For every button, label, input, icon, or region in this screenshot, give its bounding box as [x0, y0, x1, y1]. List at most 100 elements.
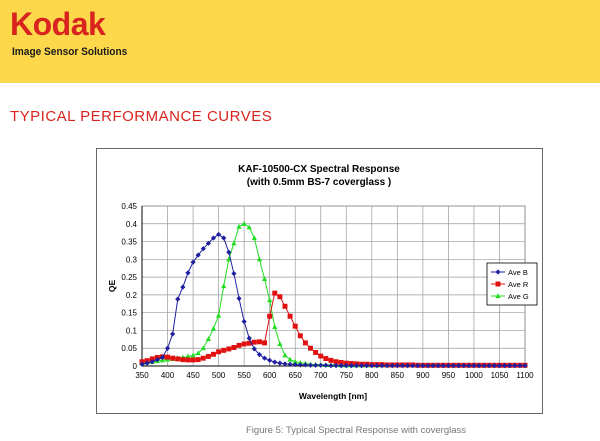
- legend-label-ave-r: Ave R: [508, 280, 529, 289]
- x-axis-label: Wavelength [nm]: [299, 391, 367, 401]
- data-point-ave-r: [231, 345, 237, 350]
- data-point-ave-g: [261, 276, 268, 281]
- data-point-ave-r: [277, 294, 283, 300]
- data-point-ave-r: [308, 345, 313, 351]
- data-point-ave-b: [445, 363, 451, 369]
- chart-subtitle: (with 0.5mm BS-7 coverglass ): [247, 177, 392, 188]
- data-point-ave-b: [364, 363, 370, 369]
- data-point-ave-b: [517, 363, 523, 369]
- chart-container: 350 400 450 500 550 600 650 700 750 800 850 900 950 1…: [96, 148, 543, 414]
- data-point-ave-r: [251, 339, 257, 345]
- data-point-ave-r: [165, 354, 171, 360]
- y-axis-label: QE: [107, 280, 117, 293]
- data-point-ave-r: [323, 356, 329, 362]
- data-point-ave-r: [338, 359, 344, 365]
- data-point-ave-r: [256, 339, 262, 345]
- data-point-ave-r: [246, 340, 252, 346]
- data-point-ave-g: [205, 336, 211, 342]
- data-point-ave-g: [272, 324, 278, 329]
- data-point-ave-b: [164, 345, 171, 351]
- data-point-ave-r: [195, 357, 201, 363]
- data-point-ave-r: [149, 356, 155, 362]
- data-point-ave-r: [175, 356, 181, 362]
- legend-marker-ave-r: [495, 281, 501, 287]
- data-point-ave-b: [246, 335, 252, 341]
- data-point-ave-r: [302, 340, 308, 346]
- x-tick-label: 1000: [465, 371, 483, 380]
- data-point-ave-r: [185, 357, 191, 363]
- header-band: Kodak Image Sensor Solutions: [0, 0, 600, 83]
- y-tick-label: 0: [133, 362, 138, 371]
- data-point-ave-g: [231, 240, 237, 246]
- data-point-ave-b: [195, 252, 201, 258]
- section-title: TYPICAL PERFORMANCE CURVES: [10, 108, 273, 125]
- data-point-ave-r: [216, 349, 222, 355]
- tagline: Image Sensor Solutions: [12, 46, 128, 58]
- data-point-ave-r: [292, 323, 298, 329]
- x-tick-label: 650: [289, 371, 303, 380]
- data-point-ave-g: [226, 256, 232, 262]
- data-point-ave-r: [282, 303, 288, 309]
- x-tick-label: 1050: [491, 371, 509, 380]
- x-tick-label: 700: [314, 371, 328, 380]
- data-point-ave-r: [262, 340, 268, 346]
- data-point-ave-b: [404, 363, 411, 369]
- data-point-ave-g: [190, 352, 196, 358]
- y-tick-label: 0.3: [126, 255, 138, 264]
- x-tick-label: 900: [416, 371, 430, 380]
- x-tick-label: 950: [442, 371, 456, 380]
- data-point-ave-b: [205, 240, 211, 246]
- kodak-logo: Kodak: [10, 6, 106, 42]
- data-point-ave-b: [139, 361, 145, 367]
- data-point-ave-g: [277, 341, 283, 347]
- legend-marker-ave-b: [495, 269, 501, 275]
- data-point-ave-g: [241, 220, 247, 226]
- y-tick-label: 0.05: [121, 344, 137, 353]
- data-point-ave-r: [190, 357, 196, 363]
- plot-area: [141, 205, 526, 367]
- data-point-ave-r: [333, 359, 339, 365]
- x-tick-label: 850: [391, 371, 405, 380]
- data-point-ave-g: [251, 235, 257, 241]
- data-point-ave-g: [216, 312, 222, 318]
- y-tick-label: 0.15: [121, 309, 137, 318]
- data-point-ave-r: [170, 355, 176, 361]
- data-point-ave-g: [287, 356, 293, 362]
- y-tick-label: 0.4: [126, 220, 138, 229]
- data-point-ave-r: [226, 346, 232, 352]
- x-tick-label: 550: [237, 371, 251, 380]
- data-point-ave-g: [195, 350, 201, 356]
- data-point-ave-b: [420, 363, 426, 369]
- data-point-ave-b: [476, 363, 482, 369]
- legend-label-ave-g: Ave G: [508, 292, 529, 301]
- data-point-ave-b: [241, 318, 247, 325]
- data-point-ave-r: [328, 357, 334, 363]
- chart-title: KAF-10500-CX Spectral Response: [238, 164, 400, 175]
- x-tick-label: 750: [340, 371, 354, 380]
- data-point-ave-r: [272, 290, 278, 296]
- data-point-ave-g: [185, 353, 191, 359]
- data-point-ave-r: [221, 347, 227, 353]
- x-tick-label: 1100: [516, 371, 534, 380]
- data-point-ave-r: [267, 313, 273, 319]
- data-point-ave-b: [486, 363, 492, 369]
- data-point-ave-r: [241, 341, 247, 347]
- data-point-ave-b: [501, 363, 508, 369]
- data-point-ave-g: [246, 224, 252, 230]
- data-point-ave-r: [318, 353, 324, 359]
- data-point-ave-r: [205, 353, 211, 359]
- data-point-ave-g: [256, 256, 263, 262]
- y-tick-label: 0.45: [121, 202, 137, 211]
- data-point-ave-r: [297, 333, 303, 339]
- x-tick-label: 800: [365, 371, 379, 380]
- data-point-ave-b: [512, 363, 518, 369]
- x-tick-label: 350: [135, 371, 149, 380]
- data-point-ave-b: [379, 363, 385, 369]
- data-point-ave-g: [210, 325, 217, 331]
- data-point-ave-b: [221, 235, 227, 241]
- data-point-ave-r: [211, 351, 216, 357]
- x-tick-label: 400: [161, 371, 175, 380]
- y-tick-label: 0.35: [121, 238, 137, 247]
- data-point-ave-r: [313, 350, 319, 355]
- spectral-response-chart: 350 400 450 500 550 600 650 700 750 800 850 900 950 1…: [107, 164, 538, 401]
